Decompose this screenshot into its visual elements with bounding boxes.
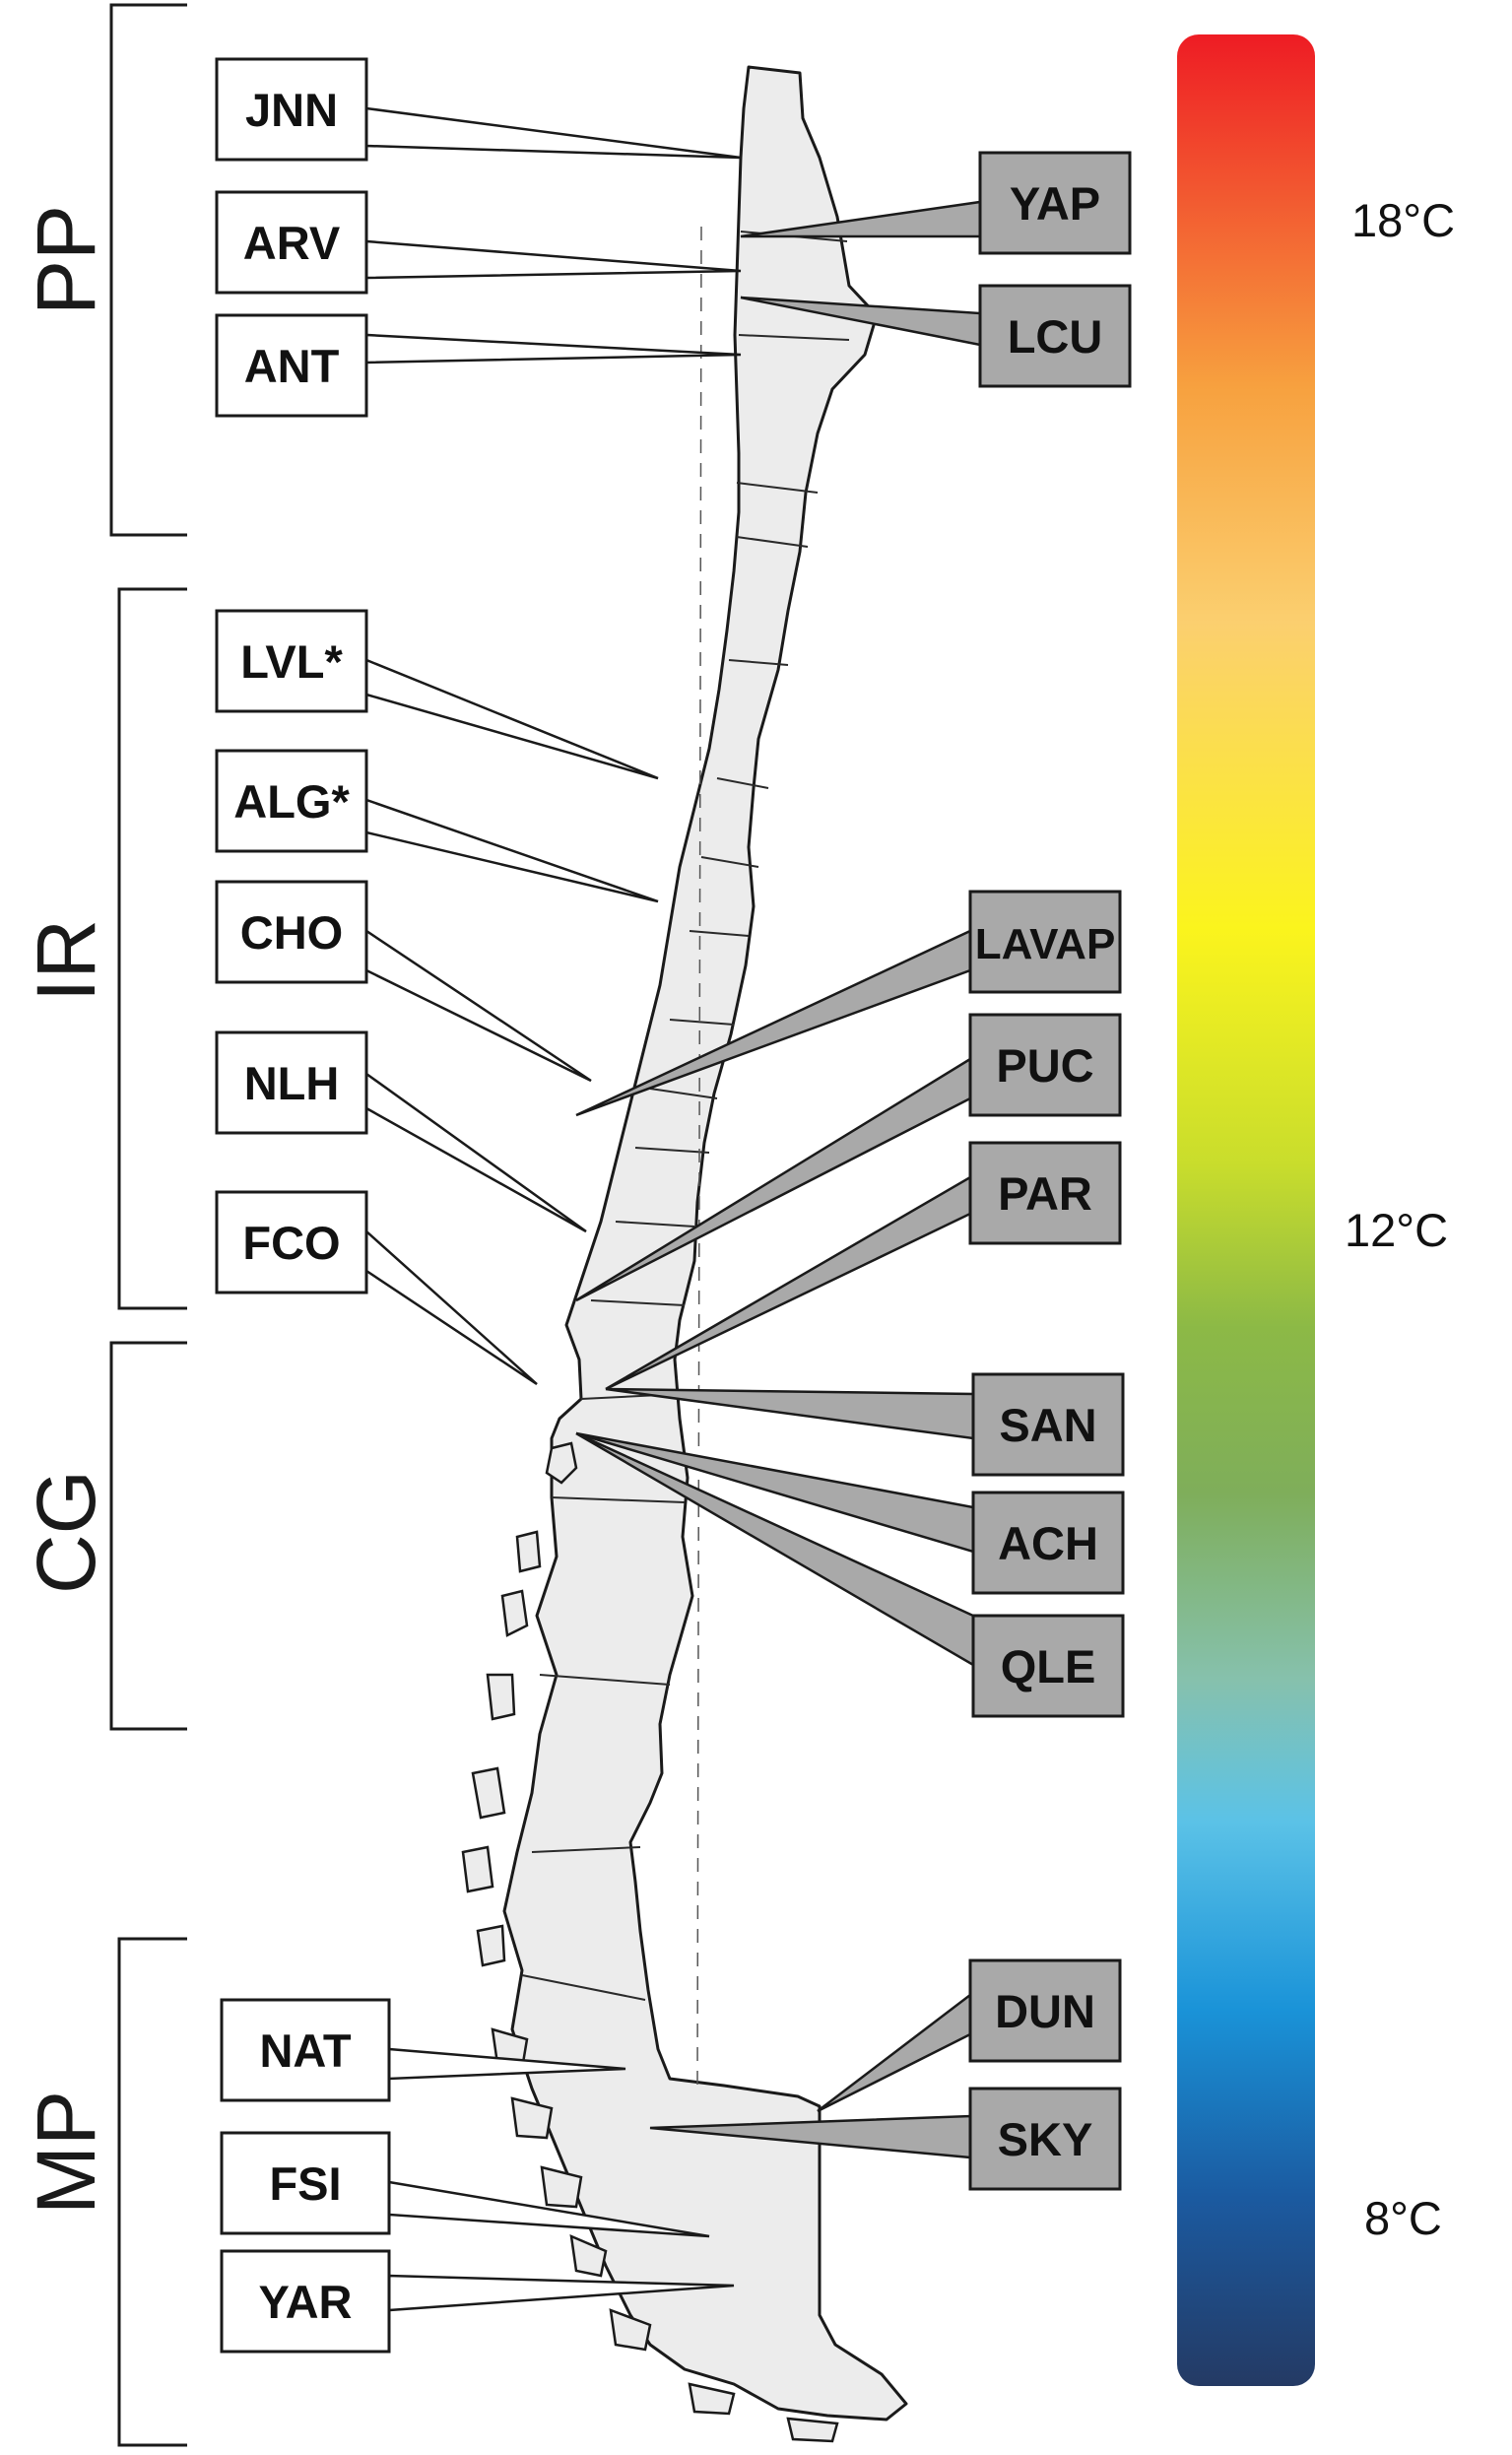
- site-box-fsi: [220, 2131, 391, 2235]
- region-bracket-cg: CG: [20, 1341, 187, 1731]
- region-bracket-mp: MP: [20, 1937, 187, 2447]
- site-label-cho: CHO: [240, 906, 343, 959]
- site-label-lcu: LCU: [1008, 310, 1103, 363]
- site-box-puc: [968, 1013, 1122, 1117]
- site-box-lcu: [978, 284, 1132, 388]
- region-label-ir: IR: [20, 919, 112, 1002]
- region-label-mp: MP: [20, 2090, 112, 2215]
- site-box-lavap: [968, 890, 1122, 994]
- chile-map: [461, 65, 908, 2443]
- site-label-dun: DUN: [995, 1985, 1095, 2037]
- leader-jnn: [364, 106, 742, 160]
- leader-ant: [364, 333, 742, 365]
- leader-nlh: [364, 1071, 587, 1233]
- site-box-lvl: [215, 609, 368, 713]
- region-label-pp: PP: [20, 205, 112, 315]
- leader-cho: [364, 928, 592, 1083]
- site-box-qle: [971, 1614, 1125, 1718]
- site-label-sky: SKY: [998, 2113, 1093, 2165]
- site-box-cho: [215, 880, 368, 984]
- colorbar-gradient: [1177, 34, 1315, 2386]
- colorbar-label-8: 8°C: [1364, 2192, 1442, 2244]
- colorbar-label-18: 18°C: [1351, 194, 1455, 246]
- site-label-alg: ALG*: [233, 775, 350, 828]
- region-bracket-pp: PP: [20, 3, 187, 537]
- site-box-ach: [971, 1491, 1125, 1595]
- site-label-yar: YAR: [259, 2276, 353, 2328]
- site-label-lavap: LAVAP: [975, 920, 1116, 968]
- site-label-ant: ANT: [244, 340, 340, 392]
- leader-lavap: [575, 929, 972, 1117]
- site-label-nlh: NLH: [244, 1057, 340, 1109]
- leader-dun: [817, 1992, 972, 2113]
- site-box-nlh: [215, 1030, 368, 1135]
- site-box-fco: [215, 1190, 368, 1294]
- site-box-arv: [215, 190, 368, 295]
- site-label-puc: PUC: [996, 1039, 1093, 1092]
- site-box-alg: [215, 749, 368, 853]
- site-label-arv: ARV: [243, 217, 341, 269]
- site-label-lvl: LVL*: [240, 635, 343, 688]
- chile-outline: [502, 65, 908, 2422]
- site-box-ant: [215, 313, 368, 418]
- site-box-par: [968, 1141, 1122, 1245]
- site-box-sky: [968, 2087, 1122, 2191]
- site-label-jnn: JNN: [245, 84, 338, 136]
- site-box-dun: [968, 1958, 1122, 2063]
- site-box-yap: [978, 151, 1132, 255]
- site-label-fco: FCO: [242, 1217, 340, 1269]
- leader-lvl: [364, 658, 659, 780]
- leader-arv: [364, 239, 742, 280]
- site-label-san: SAN: [999, 1399, 1096, 1451]
- site-label-par: PAR: [998, 1167, 1092, 1220]
- colorbar-label-12: 12°C: [1345, 1204, 1448, 1256]
- site-box-yar: [220, 2249, 391, 2354]
- site-label-yap: YAP: [1010, 177, 1100, 230]
- temperature-colorbar: [1177, 34, 1315, 2386]
- site-label-qle: QLE: [1001, 1640, 1096, 1692]
- site-box-san: [971, 1372, 1125, 1477]
- site-box-nat: [220, 1998, 391, 2102]
- region-label-cg: CG: [20, 1470, 112, 1594]
- site-label-nat: NAT: [259, 2024, 351, 2077]
- site-box-jnn: [215, 57, 368, 162]
- leader-fco: [364, 1228, 538, 1386]
- site-label-ach: ACH: [998, 1517, 1098, 1569]
- leader-alg: [364, 798, 659, 903]
- site-label-fsi: FSI: [269, 2157, 341, 2210]
- region-bracket-ir: IR: [20, 587, 187, 1310]
